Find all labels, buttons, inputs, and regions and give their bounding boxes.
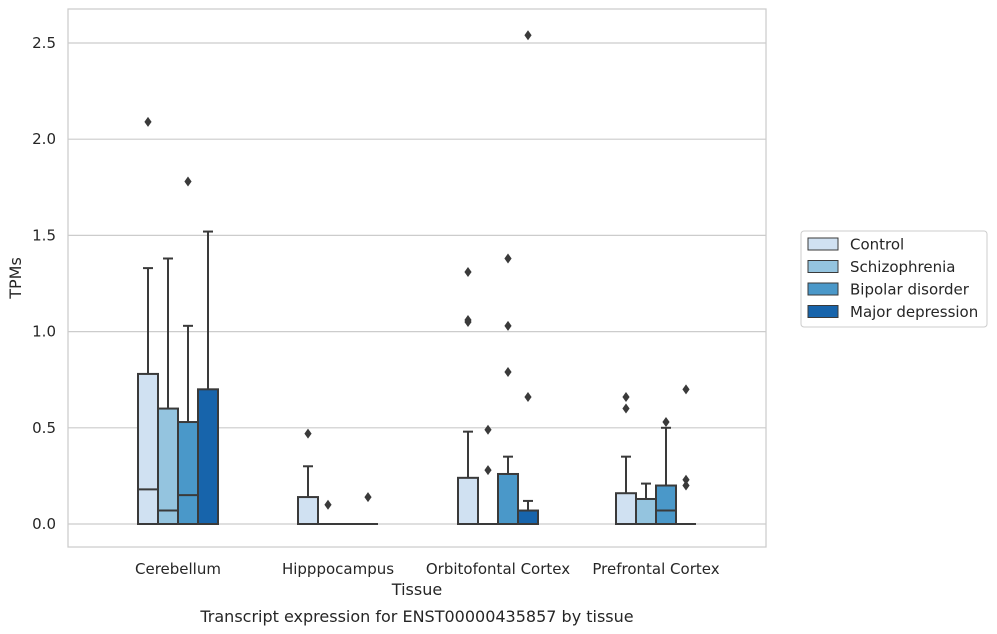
box-control (615, 392, 637, 526)
box-iqr (177, 421, 199, 526)
legend-label: Schizophrenia (850, 258, 955, 276)
legend-label: Bipolar disorder (850, 281, 970, 299)
x-axis-ticks: Cerebellum Hipppocampus Orbitofontal Corte… (135, 560, 720, 578)
legend: Control Schizophrenia Bipolar disorder Majo… (800, 230, 988, 328)
box-iqr (517, 509, 539, 526)
box-iqr (297, 496, 319, 525)
y-tick-label: 0.5 (32, 419, 56, 437)
y-tick-label: 2.0 (32, 130, 56, 148)
outlier-point (484, 424, 492, 435)
y-axis-title: TPMs (6, 257, 25, 300)
outlier-point (682, 480, 690, 491)
outlier-point (524, 392, 532, 403)
legend-swatch (807, 282, 839, 296)
box-major-depression (197, 230, 219, 525)
outlier-point (622, 403, 630, 414)
box-iqr (615, 492, 637, 526)
legend-swatch (807, 237, 839, 251)
x-tick-label: Cerebellum (135, 560, 221, 578)
box-control (137, 116, 159, 526)
outlier-point (324, 499, 332, 510)
box-iqr (197, 388, 219, 525)
box-iqr (497, 472, 519, 526)
outlier-point (682, 474, 690, 485)
legend-swatch (807, 260, 839, 273)
box-iqr (137, 372, 159, 526)
outlier-point (484, 465, 492, 476)
outlier-point (464, 266, 472, 277)
box-major-depression (358, 492, 378, 525)
outlier-point (464, 315, 472, 326)
x-axis-title: Tissue (391, 580, 442, 599)
box-schizophrenia (478, 424, 498, 525)
box-bipolar-disorder (177, 176, 199, 526)
box-schizophrenia (318, 499, 338, 525)
y-tick-label: 1.5 (32, 226, 56, 244)
outlier-point (682, 384, 690, 395)
y-tick-label: 2.5 (32, 34, 56, 52)
x-tick-label: Orbitofontal Cortex (426, 560, 570, 578)
box-iqr (457, 476, 479, 526)
box-major-depression (517, 30, 539, 526)
x-tick-label: Hipppocampus (282, 560, 394, 578)
legend-label: Control (850, 236, 904, 254)
outlier-point (504, 367, 512, 378)
box-control (297, 428, 319, 525)
plot-area-frame (67, 8, 767, 548)
legend-label: Major depression (850, 303, 978, 321)
box-iqr (655, 484, 677, 525)
legend-frame (800, 230, 988, 328)
y-tick-label: 0.0 (32, 515, 56, 533)
box-bipolar-disorder (497, 253, 519, 526)
outlier-point (524, 30, 532, 41)
outlier-point (364, 492, 372, 503)
y-tick-label: 1.0 (32, 323, 56, 341)
outlier-point (622, 392, 630, 403)
outlier-point (662, 417, 670, 428)
outlier-point (304, 428, 312, 439)
x-tick-label: Prefrontal Cortex (592, 560, 719, 578)
y-axis-ticks: 0.0 0.5 1.0 1.5 2.0 2.5 (32, 34, 56, 533)
box-schizophrenia (157, 257, 179, 525)
box-iqr (635, 497, 657, 526)
box-schizophrenia (635, 482, 657, 526)
outlier-point (504, 320, 512, 331)
box-major-depression (676, 384, 696, 525)
outlier-point (504, 253, 512, 264)
outlier-point (144, 116, 152, 127)
box-iqr (157, 407, 179, 525)
legend-swatch (807, 305, 839, 318)
outlier-point (184, 176, 192, 187)
box-control (457, 266, 479, 526)
chart-caption: Transcript expression for ENST0000043585… (199, 607, 633, 626)
box-bipolar-disorder (655, 417, 677, 525)
boxplot-marks (137, 30, 696, 526)
